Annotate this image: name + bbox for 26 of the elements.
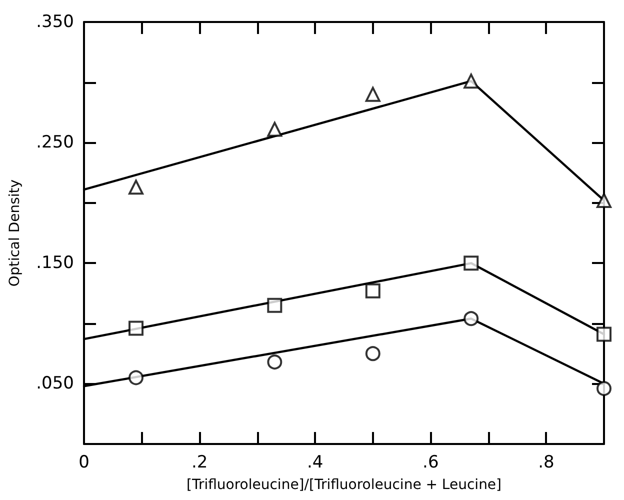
- point: [464, 256, 479, 271]
- y-tick-label: .050: [36, 374, 74, 394]
- x-tick-label: .2: [191, 452, 208, 472]
- point: [596, 381, 612, 396]
- y-tick-label: .150: [36, 253, 74, 274]
- point: [365, 86, 380, 102]
- point: [365, 346, 380, 362]
- point: [596, 192, 612, 208]
- x-tick-label: 0: [78, 452, 90, 472]
- y-tick-label: .350: [36, 12, 74, 32]
- x-tick-label: .6: [422, 452, 439, 472]
- point: [464, 311, 479, 326]
- point: [128, 370, 144, 386]
- y-axis-title: Optical Density: [7, 179, 23, 287]
- x-tick-label: .4: [306, 452, 324, 472]
- point: [464, 74, 479, 89]
- point: [128, 320, 144, 336]
- x-axis-title: [Trifluoroleucine]/[Trifluoroleucine + Leucine]: [186, 477, 502, 493]
- point: [267, 122, 282, 137]
- x-tick-label: .8: [538, 452, 554, 472]
- point: [267, 354, 282, 370]
- point: [365, 283, 380, 298]
- point: [267, 298, 282, 313]
- point: [596, 326, 612, 342]
- point: [128, 180, 144, 195]
- y-tick-label: .250: [36, 132, 74, 153]
